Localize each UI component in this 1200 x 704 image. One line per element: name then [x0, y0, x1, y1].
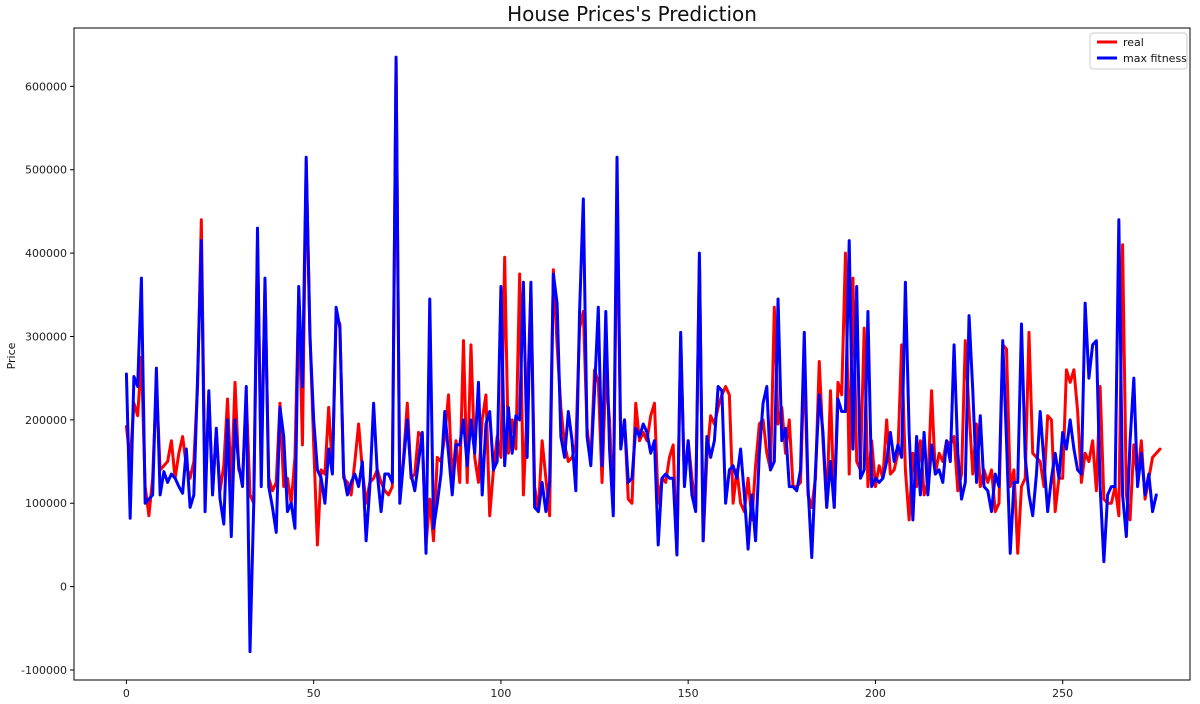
- series-layer: [124, 55, 1162, 654]
- x-axis: 0 50 100 150 200 250: [123, 680, 1073, 700]
- y-tick-label: 600000: [25, 80, 67, 93]
- x-tick-label: 200: [865, 687, 886, 700]
- y-axis: -100000 0 100000 200000 300000 400000 500000 60…: [21, 80, 74, 677]
- x-tick-label: 0: [123, 687, 130, 700]
- y-tick-label: 500000: [25, 164, 67, 177]
- y-tick-label: 300000: [25, 330, 67, 343]
- x-tick-label: 150: [678, 687, 699, 700]
- y-axis-label: Price: [5, 342, 18, 369]
- y-tick-label: 200000: [25, 414, 67, 427]
- x-tick-label: 250: [1052, 687, 1073, 700]
- y-tick-label: 0: [60, 581, 67, 594]
- legend: real max fitness: [1089, 32, 1188, 70]
- y-tick-label: -100000: [21, 664, 67, 677]
- y-tick-label: 400000: [25, 247, 67, 260]
- series-line-real: [124, 59, 1162, 555]
- y-tick-label: 100000: [25, 497, 67, 510]
- legend-label-real: real: [1123, 36, 1144, 49]
- series-line-max-fitness: [124, 55, 1158, 654]
- x-tick-label: 50: [307, 687, 321, 700]
- plot-frame: [73, 27, 1191, 681]
- chart-title: House Prices's Prediction: [507, 2, 757, 26]
- x-tick-label: 100: [490, 687, 511, 700]
- legend-label-max-fitness: max fitness: [1123, 52, 1187, 65]
